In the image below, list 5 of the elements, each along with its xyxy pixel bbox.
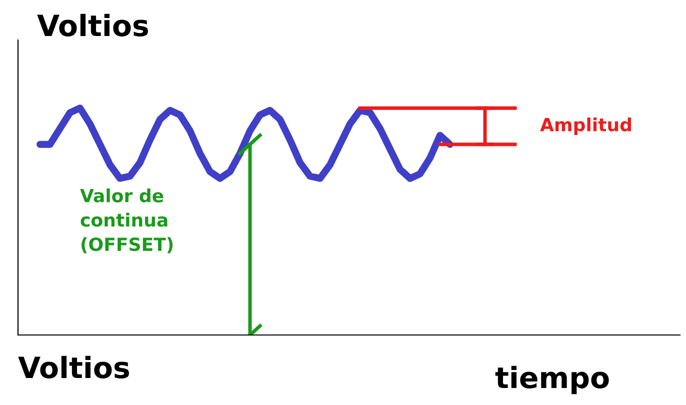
annotation: Valor de continua (OFFSET) <box>80 188 173 254</box>
x-axis-title: tiempo <box>495 366 609 394</box>
y-axis-title: Voltios <box>37 14 148 36</box>
text: Voltios <box>18 356 129 378</box>
text: Amplitud <box>540 117 631 135</box>
